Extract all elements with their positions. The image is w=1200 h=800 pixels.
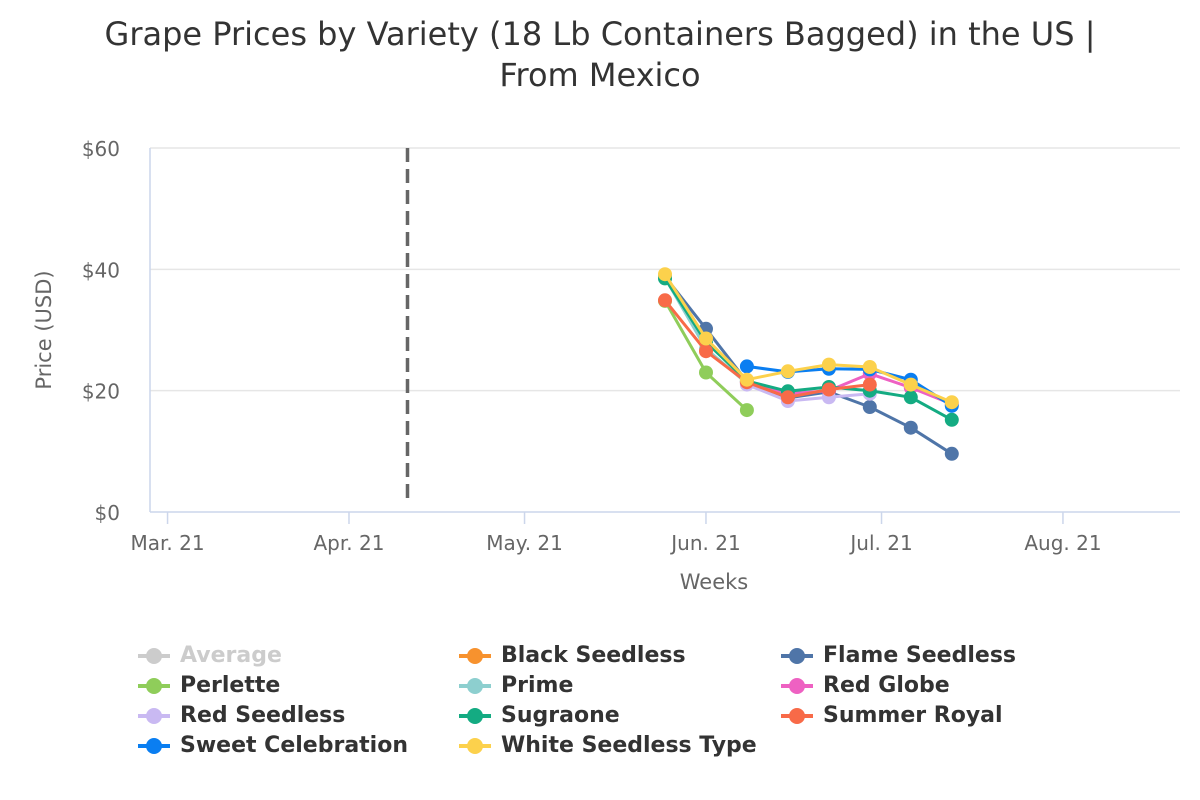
- legend-symbol-white-seedless-type: [459, 738, 491, 754]
- legend-label: Summer Royal: [823, 703, 1003, 728]
- data-point-summer-royal: [658, 293, 672, 308]
- data-point-white-seedless-type: [699, 331, 713, 346]
- data-point-perlette: [699, 365, 713, 380]
- y-tick-label: $20: [82, 380, 120, 404]
- data-point-flame-seedless: [862, 400, 877, 414]
- legend-symbol-flame-seedless: [781, 648, 813, 664]
- data-point-sugraone: [944, 412, 959, 427]
- x-tick-label: Jun. 21: [669, 531, 740, 555]
- legend-label: Sugraone: [501, 703, 620, 728]
- x-axis-title: Weeks: [680, 570, 748, 594]
- data-point-flame-seedless: [903, 420, 918, 435]
- series-white-seedless-type: [658, 267, 959, 410]
- data-point-white-seedless-type: [903, 377, 918, 392]
- x-tick-label: Aug. 21: [1024, 531, 1101, 555]
- legend-label: Flame Seedless: [823, 643, 1017, 668]
- data-point-flame-seedless: [944, 446, 959, 461]
- x-tick-label: Mar. 21: [131, 531, 205, 555]
- data-point-summer-royal: [862, 377, 877, 392]
- legend-label: Prime: [501, 673, 574, 698]
- legend-symbol-perlette: [138, 678, 170, 694]
- x-tick-label: Apr. 21: [314, 531, 385, 555]
- y-axis-title: Price (USD): [32, 270, 56, 389]
- chart-title-line-1: Grape Prices by Variety (18 Lb Container…: [104, 15, 1096, 53]
- data-point-white-seedless-type: [821, 357, 836, 372]
- data-point-perlette: [739, 403, 754, 418]
- series-summer-royal: [658, 293, 877, 405]
- data-point-summer-royal: [780, 390, 795, 405]
- data-point-summer-royal: [821, 382, 836, 397]
- legend-label: Black Seedless: [501, 643, 686, 668]
- chart-title-line-2: From Mexico: [499, 56, 701, 94]
- legend-symbol-black-seedless: [459, 648, 491, 664]
- y-tick-label: $0: [95, 501, 120, 525]
- x-tick-label: Jul. 21: [848, 531, 912, 555]
- data-point-white-seedless-type: [780, 364, 795, 379]
- x-tick-label: May. 21: [486, 531, 563, 555]
- legend-symbol-prime: [459, 678, 491, 694]
- legend-label: Average: [180, 643, 282, 668]
- y-tick-label: $40: [82, 258, 120, 282]
- data-point-sugraone: [903, 390, 918, 405]
- legend-label: Perlette: [180, 673, 281, 698]
- data-point-white-seedless-type: [739, 372, 754, 387]
- legend-label: White Seedless Type: [501, 733, 757, 758]
- legend-symbol-red-globe: [781, 678, 813, 694]
- legend-symbol-summer-royal: [781, 708, 813, 724]
- series-line-red-seedless: [745, 383, 872, 403]
- legend-symbol-average: [138, 648, 170, 664]
- data-point-white-seedless-type: [944, 395, 959, 410]
- legend-label: Red Globe: [823, 673, 950, 698]
- y-tick-label: $60: [82, 137, 120, 161]
- legend-symbol-sugraone: [459, 708, 491, 724]
- data-point-summer-royal: [699, 344, 713, 359]
- legend-label: Red Seedless: [180, 703, 346, 728]
- legend-symbol-sweet-celebration: [138, 738, 170, 754]
- data-point-white-seedless-type: [862, 360, 877, 374]
- legend-symbol-red-seedless: [138, 708, 170, 724]
- legend-label: Sweet Celebration: [180, 733, 408, 758]
- series-line-white-seedless-type: [663, 272, 954, 404]
- data-point-sweet-celebration: [739, 359, 754, 374]
- chart-title: Grape Prices by Variety (18 Lb Container…: [0, 14, 1200, 96]
- data-point-white-seedless-type: [658, 267, 672, 282]
